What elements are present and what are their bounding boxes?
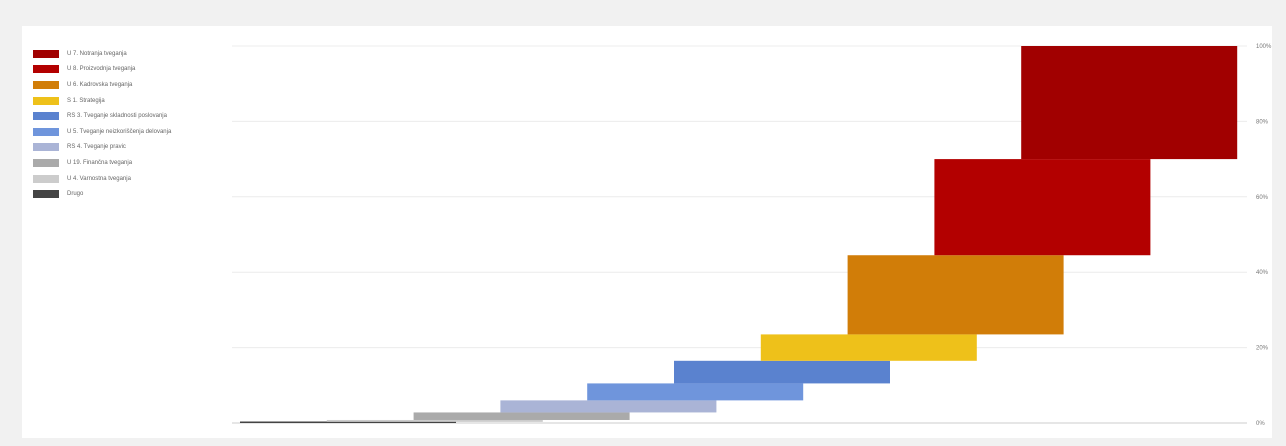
legend-swatch: [33, 127, 59, 136]
y-tick-label: 20%: [1256, 346, 1269, 352]
bar[interactable]: [847, 255, 1064, 335]
legend-item[interactable]: U 5. Tveganje neizkoriščenja delovanja: [33, 124, 233, 140]
legend-label: U 4. Varnostna tveganja: [67, 175, 131, 182]
bar[interactable]: [674, 360, 890, 384]
y-tick-label: 100%: [1256, 44, 1272, 50]
y-tick-label: 60%: [1256, 195, 1269, 201]
legend-label: U 19. Finančna tveganja: [67, 159, 133, 166]
legend-item[interactable]: U 7. Notranja tveganja: [33, 46, 233, 62]
legend-item[interactable]: S 1. Strategija: [33, 93, 233, 109]
legend-label: S 1. Strategija: [67, 97, 105, 104]
y-tick-label: 0%: [1256, 421, 1265, 427]
legend-item[interactable]: U 8. Proizvodnja tveganja: [33, 62, 233, 78]
bar[interactable]: [326, 419, 543, 422]
chart-legend: U 7. Notranja tveganja U 8. Proizvodnja t…: [33, 46, 233, 202]
bar[interactable]: [413, 412, 630, 420]
legend-swatch: [33, 190, 59, 199]
bar[interactable]: [760, 334, 977, 361]
bars: [240, 46, 1238, 424]
legend-label: U 6. Kadrovska tveganja: [67, 81, 133, 88]
bar[interactable]: [934, 159, 1151, 256]
bar[interactable]: [240, 421, 456, 424]
legend-swatch: [33, 49, 59, 58]
bar[interactable]: [500, 400, 717, 413]
legend-swatch: [33, 143, 59, 152]
legend-label: U 8. Proizvodnja tveganja: [67, 66, 136, 73]
legend-swatch: [33, 80, 59, 89]
legend-label: RS 3. Tveganje skladnosti poslovanja: [67, 113, 167, 120]
legend-item[interactable]: U 19. Finančna tveganja: [33, 155, 233, 171]
bar[interactable]: [1021, 46, 1238, 160]
legend-swatch: [33, 96, 59, 105]
legend-swatch: [33, 65, 59, 74]
legend-label: RS 4. Tveganje pravic: [67, 144, 126, 151]
y-tick-label: 40%: [1256, 270, 1269, 276]
legend-item[interactable]: U 4. Varnostna tveganja: [33, 171, 233, 187]
legend-swatch: [33, 158, 59, 167]
legend-swatch: [33, 112, 59, 121]
bar[interactable]: [587, 383, 804, 401]
legend-item[interactable]: U 6. Kadrovska tveganja: [33, 77, 233, 93]
y-tick-label: 80%: [1256, 119, 1269, 125]
legend-swatch: [33, 174, 59, 183]
legend-label: U 5. Tveganje neizkoriščenja delovanja: [67, 128, 172, 135]
y-axis-ticks: 0% 20% 40% 60% 80% 100%: [1256, 44, 1272, 427]
legend-label: U 7. Notranja tveganja: [67, 50, 127, 57]
legend-item[interactable]: RS 3. Tveganje skladnosti poslovanja: [33, 108, 233, 124]
legend-label: Drugo: [67, 191, 84, 198]
legend-item[interactable]: Drugo: [33, 186, 233, 202]
legend-item[interactable]: RS 4. Tveganje pravic: [33, 140, 233, 156]
